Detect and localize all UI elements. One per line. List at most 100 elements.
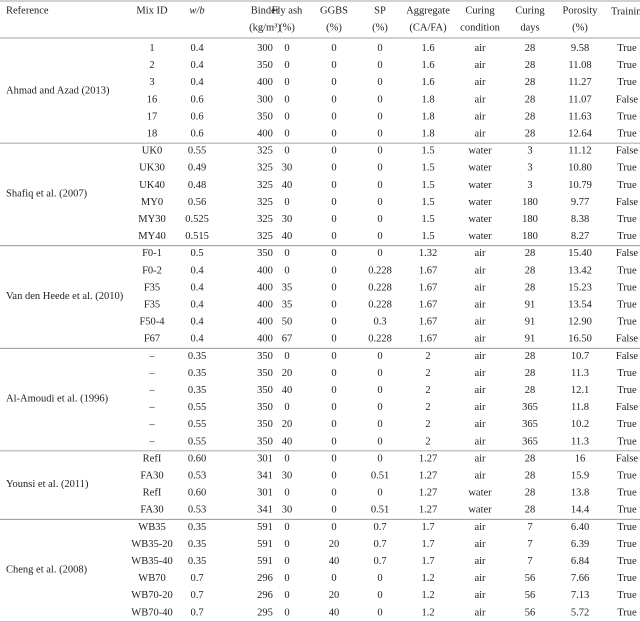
cell: 11.63	[568, 111, 591, 122]
cell: 2	[149, 60, 154, 71]
cell: WB70-20	[131, 590, 172, 601]
cell: 56	[525, 590, 536, 601]
cell: True	[617, 470, 637, 481]
cell: air	[474, 299, 486, 310]
cell: air	[474, 77, 486, 88]
header-cell: (kg/m³)	[249, 22, 281, 33]
cell: 91	[525, 317, 536, 328]
cell: 1.2	[421, 607, 434, 618]
cell: 0	[377, 77, 382, 88]
cell: 35	[282, 282, 293, 293]
cell: 0	[331, 111, 336, 122]
cell: 1.27	[419, 470, 437, 481]
cell: RefI	[143, 453, 162, 464]
cell: WB70	[138, 573, 165, 584]
cell: 0	[331, 436, 336, 447]
cell: 13.42	[568, 265, 592, 276]
cell: 11.12	[568, 146, 591, 157]
cell: True	[617, 265, 637, 276]
cell: 50	[282, 317, 293, 328]
cell: water	[468, 163, 492, 174]
cell: 0.49	[188, 163, 206, 174]
cell: 0	[331, 180, 336, 191]
cell: 30	[282, 505, 293, 516]
cell: air	[474, 590, 486, 601]
header-cell: Aggregate	[406, 5, 450, 16]
reference: Cheng et al. (2008)	[6, 565, 88, 576]
cell: 40	[282, 385, 293, 396]
cell: 6.39	[571, 539, 589, 550]
cell: 0.56	[188, 197, 206, 208]
cell: air	[474, 436, 486, 447]
cell: 0.525	[185, 214, 209, 225]
cell: 14.4	[571, 505, 590, 516]
header-cell: (%)	[279, 22, 295, 33]
cell: 0	[331, 146, 336, 157]
cell: 1.67	[419, 334, 437, 345]
cell: 11.08	[568, 60, 591, 71]
cell: 40	[282, 436, 293, 447]
cell: 0	[331, 488, 336, 499]
cell: 0	[377, 197, 382, 208]
cell: water	[468, 505, 492, 516]
cell: 1.8	[421, 94, 434, 105]
header-cell: Mix ID	[136, 5, 168, 16]
cell: 0	[331, 453, 336, 464]
cell: 350	[257, 385, 273, 396]
cell: 350	[257, 419, 273, 430]
cell: 0.4	[190, 60, 204, 71]
cell: MY40	[138, 231, 165, 242]
cell: True	[617, 368, 637, 379]
reference: Van den Heede et al. (2010)	[6, 291, 124, 302]
cell: 10.2	[571, 419, 589, 430]
cell: 15.23	[568, 282, 592, 293]
cell: 20	[282, 419, 293, 430]
cell: 365	[522, 402, 538, 413]
cell: 0	[284, 94, 289, 105]
cell: True	[617, 299, 637, 310]
cell: 7	[527, 556, 532, 567]
cell: air	[474, 265, 486, 276]
cell: air	[474, 334, 486, 345]
cell: 0	[331, 573, 336, 584]
cell: –	[148, 436, 155, 447]
cell: air	[474, 573, 486, 584]
cell: 325	[257, 180, 273, 191]
cell: 7	[527, 522, 532, 533]
cell: 16	[575, 453, 586, 464]
cell: 1.5	[421, 163, 434, 174]
header-cell: Curing	[465, 5, 495, 16]
cell: 0	[377, 590, 382, 601]
cell: –	[148, 419, 155, 430]
cell: True	[617, 43, 637, 54]
cell: 0	[377, 111, 382, 122]
cell: 0.4	[190, 265, 204, 276]
header-cell: (%)	[572, 22, 588, 33]
cell: 0	[377, 43, 382, 54]
cell: 325	[257, 214, 273, 225]
cell: air	[474, 556, 486, 567]
cell: 12.90	[568, 317, 592, 328]
cell: 1	[149, 43, 154, 54]
cell: 0.7	[190, 590, 203, 601]
cell: 11.3	[571, 436, 589, 447]
cell: 0	[377, 214, 382, 225]
cell: True	[617, 77, 637, 88]
cell: 0.55	[188, 436, 206, 447]
cell: 0	[377, 385, 382, 396]
cell: 0	[331, 197, 336, 208]
cell: 3	[527, 163, 532, 174]
cell: air	[474, 522, 486, 533]
cell: 350	[257, 351, 273, 362]
cell: 0	[377, 573, 382, 584]
cell: 0.228	[368, 334, 392, 345]
cell: 0	[377, 607, 382, 618]
cell: –	[148, 402, 155, 413]
cell: 28	[525, 488, 536, 499]
cell: 1.5	[421, 146, 434, 157]
cell: 0	[331, 265, 336, 276]
cell: 10.80	[568, 163, 592, 174]
cell: UK40	[139, 180, 165, 191]
cell: 300	[257, 43, 273, 54]
cell: 0	[331, 282, 336, 293]
